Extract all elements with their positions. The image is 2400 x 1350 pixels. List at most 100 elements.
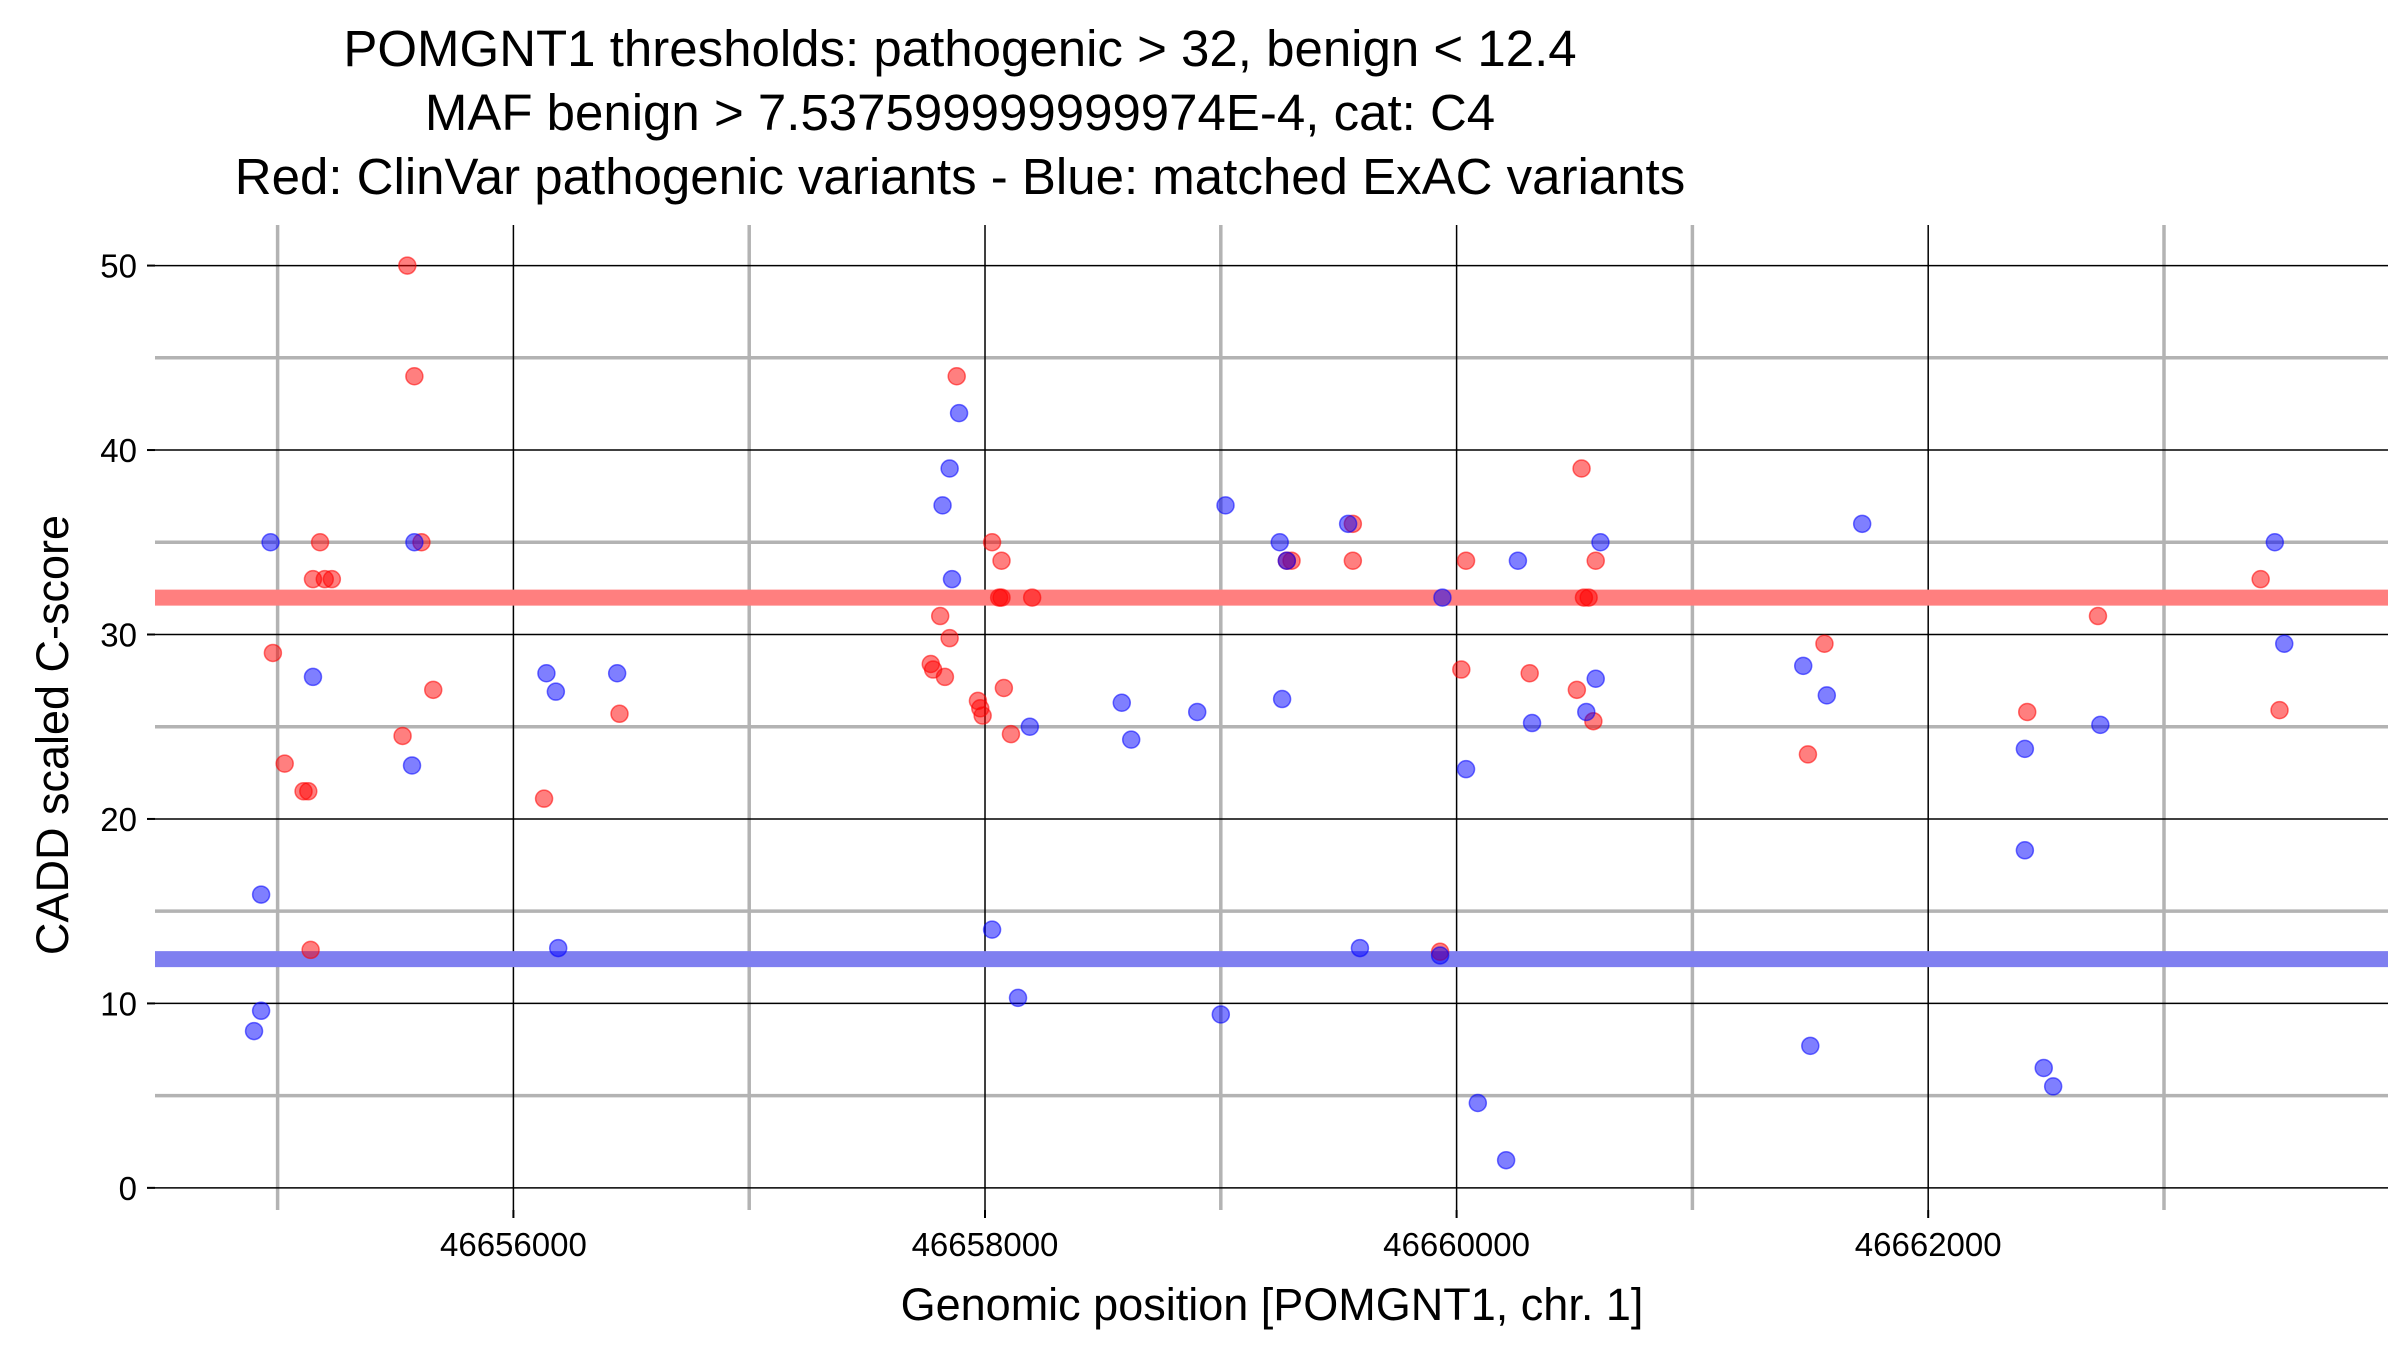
data-point-series-1	[1008, 988, 1028, 1008]
data-point-series-0	[982, 533, 1002, 552]
data-point-series-1	[1468, 1093, 1488, 1113]
threshold-lines	[155, 589, 2388, 968]
data-point-series-1	[1508, 551, 1528, 570]
data-point-series-0	[310, 533, 330, 552]
data-point-series-0	[1586, 551, 1605, 570]
data-point-series-1	[2274, 634, 2294, 653]
data-point-series-1	[1577, 702, 1596, 722]
data-point-series-0	[398, 256, 417, 275]
data-point-series-1	[1496, 1150, 1516, 1170]
data-point-series-1	[537, 663, 556, 683]
data-point-series-0	[1815, 634, 1834, 653]
data-point-series-0	[1798, 745, 1818, 764]
data-point-series-1	[2015, 841, 2035, 860]
data-point-series-0	[992, 588, 1011, 607]
data-point-series-1	[402, 756, 422, 775]
data-point-series-0	[1572, 459, 1591, 478]
data-point-series-1	[1216, 496, 1235, 515]
data-point-series-1	[1112, 693, 1132, 712]
data-point-series-1	[1121, 730, 1141, 749]
x-tick-label: 46662000	[1855, 1226, 2002, 1263]
data-point-series-0	[947, 367, 966, 386]
minor-grid	[155, 225, 2388, 1210]
chart-title: POMGNT1 thresholds: pathogenic > 32, ben…	[235, 20, 1685, 205]
data-point-series-1	[1277, 551, 1297, 570]
data-point-series-1	[546, 682, 566, 701]
y-tick-label: 30	[100, 616, 137, 653]
title-line-3: Red: ClinVar pathogenic variants - Blue:…	[235, 148, 1685, 205]
data-point-series-0	[1343, 551, 1363, 570]
y-tick-label: 0	[119, 1170, 137, 1207]
y-tick-label: 40	[100, 432, 137, 469]
data-point-series-1	[1852, 514, 1872, 534]
data-point-series-0	[2017, 702, 2037, 722]
data-point-series-0	[2251, 569, 2270, 589]
data-point-series-1	[1430, 946, 1450, 965]
axes: 0 10 20 30 40 50 46656000 46658000 46660000 46662…	[100, 248, 2001, 1263]
data-point-series-0	[994, 678, 1014, 698]
data-point-series-0	[610, 704, 629, 724]
data-point-series-1	[949, 403, 969, 423]
data-point-series-1	[261, 533, 280, 552]
data-point-series-1	[251, 885, 271, 904]
data-point-series-0	[299, 782, 318, 801]
data-point-series-0	[275, 754, 294, 773]
data-point-series-0	[1567, 680, 1587, 700]
data-point-series-1	[405, 533, 424, 552]
data-point-series-1	[1456, 759, 1476, 779]
data-point-series-0	[1520, 663, 1539, 683]
data-point-series-1	[1433, 588, 1452, 607]
data-point-series-0	[322, 569, 342, 589]
data-point-series-0	[973, 706, 992, 725]
data-point-series-1	[982, 920, 1002, 939]
data-point-series-1	[1270, 533, 1290, 552]
data-point-series-0	[930, 606, 950, 626]
x-tick-label: 46660000	[1383, 1226, 1530, 1263]
data-point-series-0	[405, 367, 424, 386]
data-points	[244, 256, 2294, 1170]
data-point-series-1	[244, 1021, 264, 1041]
data-point-series-0	[534, 789, 554, 808]
major-grid	[155, 225, 2388, 1210]
data-point-series-1	[607, 663, 627, 683]
data-point-series-1	[2091, 715, 2110, 735]
data-point-series-1	[1272, 689, 1292, 709]
x-tick-label: 46658000	[912, 1226, 1059, 1263]
title-line-1: POMGNT1 thresholds: pathogenic > 32, ben…	[343, 20, 1576, 77]
data-point-series-0	[301, 940, 320, 960]
data-point-series-0	[2088, 606, 2108, 626]
data-point-series-0	[1022, 588, 1042, 607]
data-point-series-1	[1586, 669, 1605, 689]
y-tick-label: 50	[100, 248, 137, 285]
data-point-series-0	[263, 643, 283, 663]
data-point-series-1	[1522, 713, 1542, 733]
data-point-series-1	[303, 667, 323, 687]
data-point-series-1	[1020, 717, 1040, 736]
data-point-series-0	[393, 726, 412, 746]
data-point-series-1	[940, 459, 959, 478]
data-point-series-0	[1456, 551, 1476, 570]
data-point-series-1	[1817, 686, 1837, 705]
data-point-series-1	[1801, 1036, 1820, 1056]
data-point-series-1	[2265, 533, 2285, 552]
data-point-series-1	[1338, 514, 1358, 534]
data-point-series-0	[1001, 724, 1021, 744]
data-point-series-1	[2043, 1077, 2063, 1096]
x-tick-label: 46656000	[440, 1226, 587, 1263]
data-point-series-1	[1187, 702, 1207, 722]
data-point-series-0	[940, 628, 959, 648]
data-point-series-1	[942, 569, 962, 589]
title-line-2: MAF benign > 7.537599999999974E-4, cat: …	[425, 84, 1495, 141]
data-point-series-1	[251, 1001, 271, 1021]
data-point-series-1	[2034, 1058, 2053, 1078]
data-point-series-0	[2270, 700, 2289, 720]
data-point-series-1	[2015, 739, 2035, 759]
data-point-series-0	[1452, 660, 1471, 679]
data-point-series-1	[1211, 1005, 1231, 1024]
y-tick-label: 10	[100, 985, 137, 1022]
data-point-series-1	[1793, 656, 1813, 676]
data-point-series-0	[992, 551, 1011, 570]
data-point-series-1	[1591, 533, 1610, 552]
data-point-series-1	[933, 496, 952, 515]
